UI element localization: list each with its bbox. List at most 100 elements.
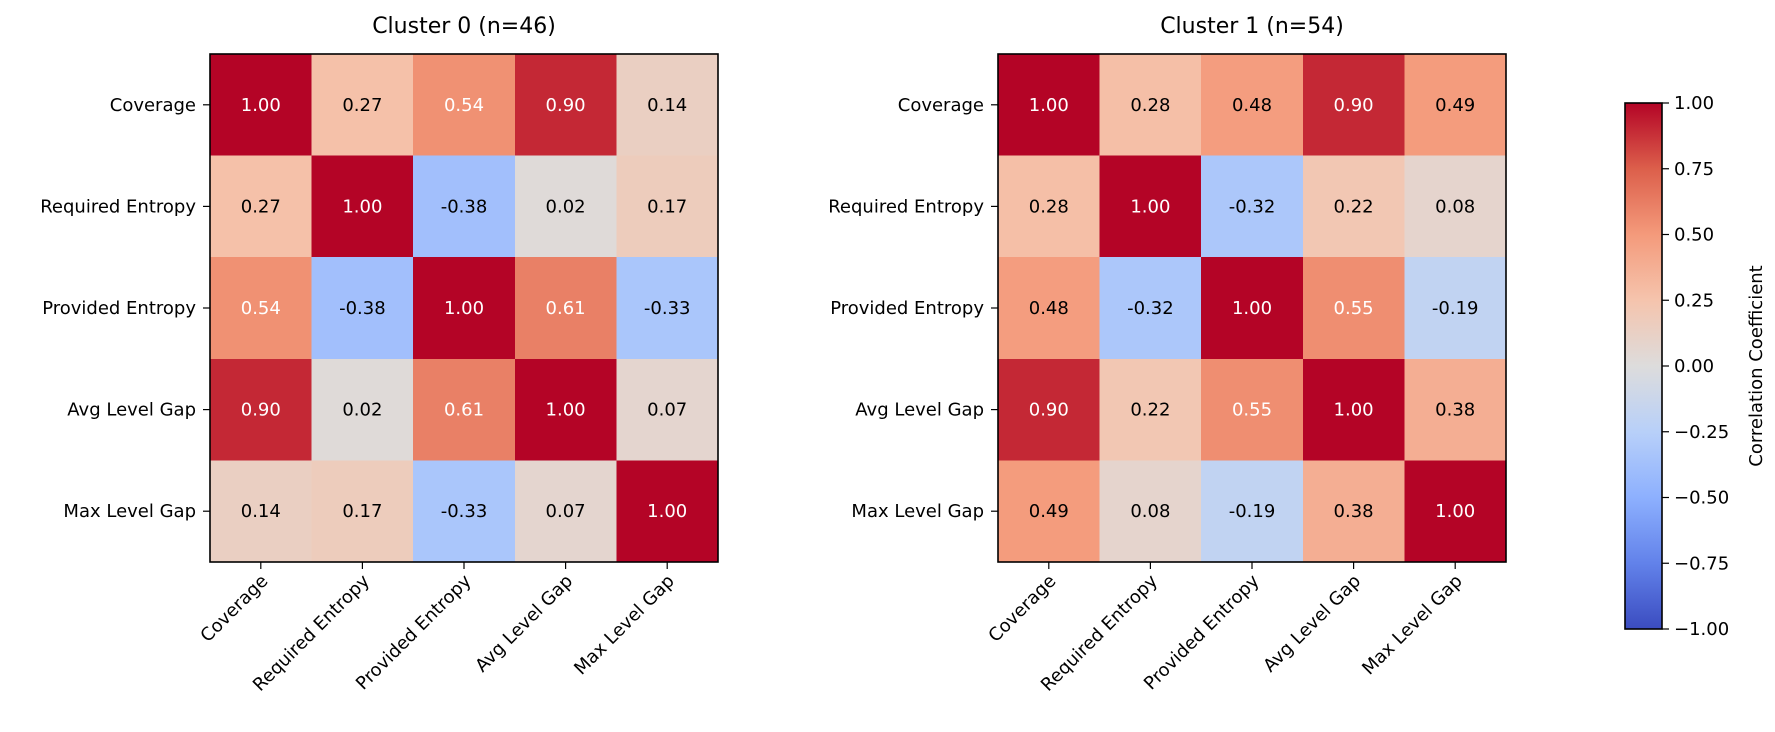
cluster-1-cell-label-r3-c4: 0.38: [1435, 400, 1475, 421]
cluster-0-cell-label-r3-c0: 0.90: [241, 400, 281, 421]
cluster-0-cell-label-r4-c1: 0.17: [342, 501, 382, 522]
cluster-1-cell-label-r1-c2: -0.32: [1229, 196, 1276, 217]
cluster-1-cell-label-r0-c3: 0.90: [1334, 95, 1374, 116]
cluster-0-cell-r0-c4: [616, 54, 719, 157]
cluster-0-cell-r1-c2: [413, 155, 516, 258]
cluster-0-cell-r1-c1: [311, 155, 414, 258]
colorbar-gradient: [1625, 103, 1662, 629]
cluster-1-cell-r4-c0: [998, 460, 1101, 563]
cluster-1-cell-r2-c4: [1404, 257, 1507, 360]
colorbar-tick-label-8: 1.00: [1674, 93, 1714, 114]
cluster-0-cell-label-r3-c4: 0.07: [647, 400, 687, 421]
cluster-1-cell-r1-c0: [998, 155, 1101, 258]
colorbar-tick-label-5: 0.25: [1674, 290, 1714, 311]
cluster-1-cell-label-r0-c0: 1.00: [1029, 95, 1069, 116]
cluster-1-cell-label-r1-c0: 0.28: [1029, 196, 1069, 217]
cluster-0-xtick-label-coverage: Coverage: [196, 571, 272, 647]
colorbar-tick-label-6: 0.50: [1674, 225, 1714, 246]
cluster-1-cell-r0-c1: [1099, 54, 1202, 157]
cluster-0-ytick-label-required-entropy: Required Entropy: [40, 196, 196, 217]
colorbar: −1.00 −0.75 −0.50 −0.25 0.00 0.25 0.50 0.75 1.00…: [1624, 93, 1767, 640]
cluster-0-cell-r3-c1: [311, 358, 414, 461]
cluster-1-cell-r3-c2: [1201, 358, 1304, 461]
cluster-0-cell-r3-c4: [616, 358, 719, 461]
cluster-1-cell-label-r4-c0: 0.49: [1029, 501, 1069, 522]
cluster-1-ytick-label-provided-entropy: Provided Entropy: [830, 298, 984, 319]
colorbar-tick-label-4: 0.00: [1674, 356, 1714, 377]
cluster-1-cell-r3-c1: [1099, 358, 1202, 461]
cluster-1-cell-label-r4-c3: 0.38: [1334, 501, 1374, 522]
cluster-1-cell-r1-c4: [1404, 155, 1507, 258]
cluster-0-cell-label-r1-c1: 1.00: [342, 196, 382, 217]
cluster-0-heatmap: Cluster 0 (n=46) 1.00 0.27 0.54 0.90 0.14 0.2…: [40, 14, 719, 696]
colorbar-tick-label-3: −0.25: [1674, 422, 1729, 443]
cluster-0-cell-label-r3-c1: 0.02: [342, 400, 382, 421]
cluster-1-cell-r4-c2: [1201, 460, 1304, 563]
cluster-0-cell-label-r4-c4: 1.00: [647, 501, 687, 522]
cluster-0-cell-label-r4-c3: 0.07: [546, 501, 586, 522]
cluster-0-cell-label-r1-c4: 0.17: [647, 196, 687, 217]
cluster-0-cell-r4-c2: [413, 460, 516, 563]
cluster-1-cell-r2-c2: [1201, 257, 1304, 360]
cluster-0-xtick-label-provided-entropy: Provided Entropy: [352, 570, 476, 694]
cluster-0-cell-r3-c3: [514, 358, 617, 461]
cluster-0-ytick-label-avg-level-gap: Avg Level Gap: [67, 400, 196, 421]
cluster-0-cell-r0-c2: [413, 54, 516, 157]
cluster-0-cell-r2-c2: [413, 257, 516, 360]
cluster-1-cell-r3-c0: [998, 358, 1101, 461]
cluster-0-cell-r0-c1: [311, 54, 414, 157]
cluster-0-cell-r0-c3: [514, 54, 617, 157]
cluster-0-cell-r4-c1: [311, 460, 414, 563]
cluster-0-cell-r3-c0: [210, 358, 313, 461]
cluster-1-cell-label-r4-c1: 0.08: [1130, 501, 1170, 522]
cluster-0-cell-label-r3-c2: 0.61: [444, 400, 484, 421]
cluster-1-cell-r0-c2: [1201, 54, 1304, 157]
cluster-1-cell-r4-c4: [1404, 460, 1507, 563]
cluster-0-cell-label-r2-c0: 0.54: [241, 298, 281, 319]
cluster-0-cell-label-r1-c0: 0.27: [241, 196, 281, 217]
cluster-1-cell-label-r0-c2: 0.48: [1232, 95, 1272, 116]
cluster-1-cell-label-r0-c4: 0.49: [1435, 95, 1475, 116]
cluster-0-ytick-label-coverage: Coverage: [110, 95, 196, 116]
cluster-1-cell-label-r3-c2: 0.55: [1232, 400, 1272, 421]
cluster-1-xtick-label-avg-level-gap: Avg Level Gap: [1259, 571, 1365, 677]
cluster-1-cell-label-r1-c3: 0.22: [1334, 196, 1374, 217]
cluster-1-cell-label-r3-c3: 1.00: [1334, 400, 1374, 421]
cluster-1-cell-r1-c3: [1302, 155, 1405, 258]
cluster-0-cell-r2-c0: [210, 257, 313, 360]
cluster-1-cell-label-r0-c1: 0.28: [1130, 95, 1170, 116]
cluster-0-cell-label-r2-c2: 1.00: [444, 298, 484, 319]
cluster-0-cell-r2-c3: [514, 257, 617, 360]
cluster-0-cell-r4-c4: [616, 460, 719, 563]
cluster-0-cell-r2-c1: [311, 257, 414, 360]
cluster-0-cell-r2-c4: [616, 257, 719, 360]
cluster-1-cell-r3-c4: [1404, 358, 1507, 461]
cluster-1-cell-r0-c3: [1302, 54, 1405, 157]
cluster-1-xtick-label-provided-entropy: Provided Entropy: [1140, 570, 1264, 694]
cluster-0-cell-r4-c0: [210, 460, 313, 563]
cluster-0-xtick-label-avg-level-gap: Avg Level Gap: [471, 571, 577, 677]
cluster-1-cell-label-r4-c2: -0.19: [1229, 501, 1276, 522]
cluster-0-cell-r0-c0: [210, 54, 313, 157]
cluster-0-cell-label-r4-c0: 0.14: [241, 501, 281, 522]
cluster-1-cell-r4-c1: [1099, 460, 1202, 563]
colorbar-label: Correlation Coefficient: [1746, 265, 1767, 466]
cluster-0-cell-label-r0-c4: 0.14: [647, 95, 687, 116]
cluster-0-cell-label-r4-c2: -0.33: [441, 501, 488, 522]
cluster-1-cell-r0-c0: [998, 54, 1101, 157]
cluster-1-cell-label-r2-c0: 0.48: [1029, 298, 1069, 319]
cluster-0-cell-label-r3-c3: 1.00: [546, 400, 586, 421]
cluster-0-cell-label-r1-c2: -0.38: [441, 196, 488, 217]
cluster-1-ytick-label-avg-level-gap: Avg Level Gap: [855, 400, 984, 421]
cluster-1-heatmap: Cluster 1 (n=54) 1.00 0.28 0.48 0.90 0.49 0.2…: [828, 14, 1507, 696]
cluster-0-cell-label-r0-c3: 0.90: [546, 95, 586, 116]
cluster-1-cell-label-r1-c1: 1.00: [1130, 196, 1170, 217]
cluster-1-cell-r2-c1: [1099, 257, 1202, 360]
cluster-0-cell-label-r2-c4: -0.33: [644, 298, 691, 319]
cluster-0-cell-r1-c3: [514, 155, 617, 258]
cluster-1-ytick-label-max-level-gap: Max Level Gap: [851, 501, 984, 522]
cluster-0-cell-r3-c2: [413, 358, 516, 461]
cluster-0-cell-label-r1-c3: 0.02: [546, 196, 586, 217]
cluster-0-title: Cluster 0 (n=46): [372, 14, 556, 39]
cluster-0-cell-label-r2-c1: -0.38: [339, 298, 386, 319]
